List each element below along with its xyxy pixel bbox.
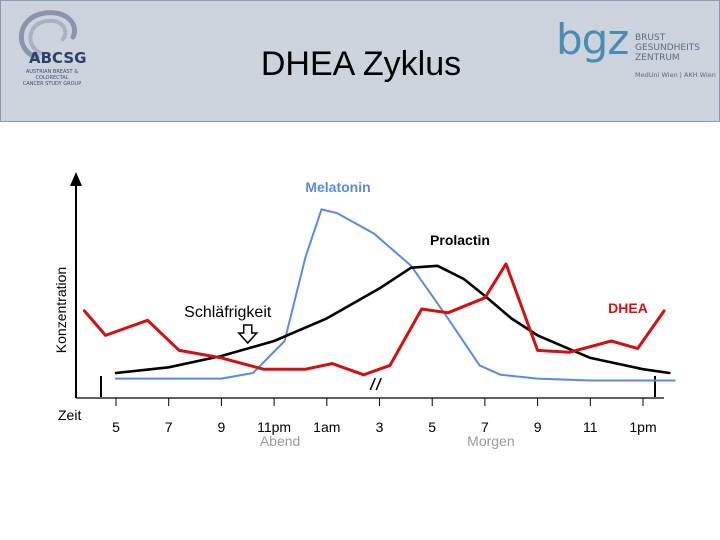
abcsg-logo-subtitle: AUSTRIAN BREAST & COLORECTAL CANCER STUD…: [9, 69, 95, 87]
x-tick-label: 1am: [313, 419, 340, 435]
axis-break-mark: [375, 377, 382, 391]
abcsg-logo: ABCSG AUSTRIAN BREAST & COLORECTAL CANCE…: [7, 7, 97, 91]
period-label: Abend: [260, 433, 300, 449]
abcsg-logo-text: ABCSG: [29, 49, 87, 67]
x-tick-label: 5: [112, 419, 120, 435]
x-tick-label: 7: [165, 419, 173, 435]
bgz-line3: ZENTRUM: [635, 53, 680, 63]
series-label-dhea: DHEA: [608, 300, 648, 316]
x-axis-label: Zeit: [58, 407, 81, 423]
x-tick-label: 9: [534, 419, 542, 435]
x-tick-label: 9: [218, 419, 226, 435]
bgz-logo: bgz BRUST GESUNDHEITS ZENTRUM MedUni Wie…: [556, 15, 716, 91]
bgz-line2: GESUNDHEITS: [635, 43, 700, 53]
y-axis-label: Konzentration: [53, 267, 69, 353]
bgz-logo-text: bgz: [556, 15, 629, 64]
abcsg-swirl-icon: [19, 10, 77, 60]
axis-break-mark: [369, 377, 376, 391]
series-line-dhea: [82, 262, 666, 377]
slide-header: ABCSG AUSTRIAN BREAST & COLORECTAL CANCE…: [0, 0, 720, 122]
annotation-label: Schläfrigkeit: [184, 304, 272, 321]
series-label-prolactin: Prolactin: [430, 232, 490, 248]
down-arrow-icon: [237, 324, 259, 345]
slide-title: DHEA Zyklus: [260, 45, 462, 83]
x-tick-label: 1pm: [629, 419, 656, 435]
bgz-logo-lines: BRUST GESUNDHEITS ZENTRUM: [635, 33, 700, 63]
x-tick-label: 3: [376, 419, 384, 435]
x-tick-label: 5: [428, 419, 436, 435]
series-label-melatonin: Melatonin: [305, 179, 370, 195]
chart-axes: [70, 172, 664, 406]
x-tick-label: 11: [583, 419, 598, 435]
chart-series: [82, 208, 676, 382]
abcsg-subtitle-line2: CANCER STUDY GROUP: [22, 81, 82, 87]
x-tick-label: 11pm: [257, 419, 291, 435]
x-tick-label: 7: [481, 419, 489, 435]
period-label: Morgen: [467, 433, 514, 449]
bgz-logo-subtitle: MedUni Wien | AKH Wien: [635, 71, 716, 79]
series-line-melatonin: [115, 208, 676, 382]
y-axis-arrow: [70, 172, 82, 186]
bgz-line1: BRUST: [635, 33, 666, 43]
abcsg-subtitle-line1: AUSTRIAN BREAST & COLORECTAL: [25, 69, 79, 81]
chart-labels: 5 7 9 11pm 1am 3 5 7 9 11 1pm Zeit Konzentration Aben…: [53, 179, 657, 449]
